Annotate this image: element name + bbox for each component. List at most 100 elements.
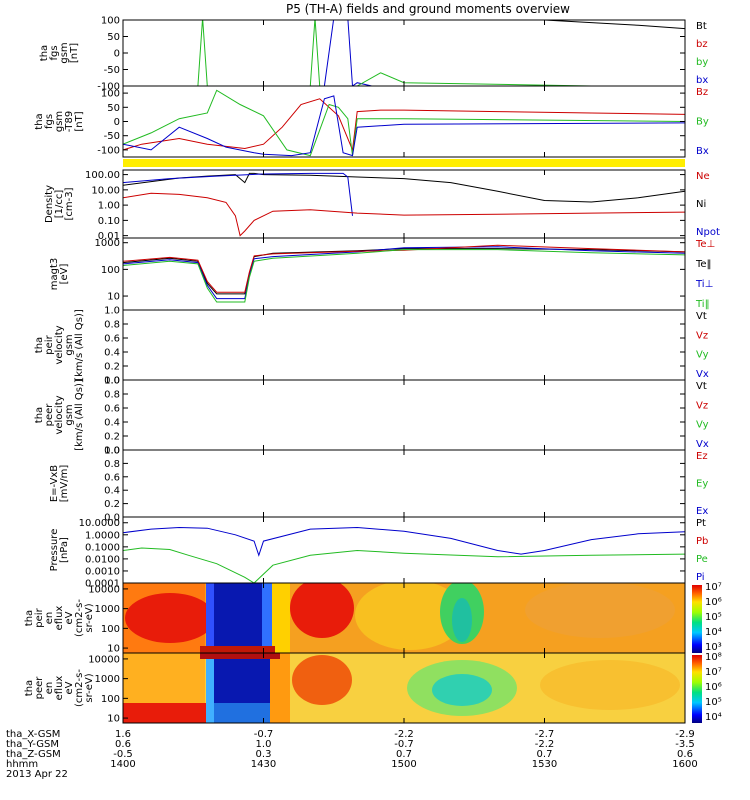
peer_velocity-ytick-label-1: 0.2 <box>104 432 120 443</box>
fgs-series-by <box>123 20 685 86</box>
fgs_enh-ylabel-line-1: fgs <box>44 114 55 129</box>
temperature-ytick-label-0: 10 <box>107 292 120 303</box>
ephem-label-2: tha_Z-GSM <box>6 749 61 760</box>
efield-legend-1: Ey <box>696 479 708 490</box>
ephem-value-4-2: 0.6 <box>677 749 693 760</box>
peir_velocity-legend-0: Vt <box>696 311 707 322</box>
spec2-low-energy-red <box>123 703 223 723</box>
mode-marker-bar <box>123 159 685 167</box>
peer_velocity-legend-2: Vy <box>696 420 709 431</box>
temperature-ylabel-line-1: [eV] <box>59 264 70 285</box>
pressure-ytick-label-5: 10.0000 <box>79 518 120 529</box>
peir_velocity-ylabel-line-2: velocity <box>54 325 65 364</box>
ephem-value-3-1: -2.2 <box>535 739 555 750</box>
peir_velocity-ytick-label-2: 0.4 <box>104 348 120 359</box>
peer-ylabel-line-5: (cm2-s- <box>74 669 85 707</box>
spec1-low-energy-stripe <box>200 646 275 653</box>
peir-ylabel-line-0: tha <box>24 610 35 626</box>
fgs-ytick-label-3: 50 <box>107 32 120 43</box>
fgs_enh-legend-2: Bx <box>696 146 709 157</box>
peir-ylabel-line-5: (cm2-s- <box>74 599 85 637</box>
spec1-colorbar <box>692 585 702 653</box>
density-ytick-label-2: 1.00 <box>98 201 120 212</box>
ephem-value-1-0: -0.7 <box>254 729 274 740</box>
peer_velocity-legend-1: Vz <box>696 400 708 411</box>
peir-ytick-label-2: 1000 <box>95 604 120 615</box>
efield-ylabel-line-1: [mV/m] <box>59 465 70 503</box>
pressure-frame <box>122 516 686 584</box>
spec2-cyan-core <box>432 674 492 706</box>
fgs_enh-series-Bz <box>123 98 685 152</box>
peer-colorbar-label-0: 10⁴ <box>705 712 722 723</box>
ephem-value-1-2: 0.3 <box>256 749 272 760</box>
ephem-value-4-0: -2.9 <box>675 729 695 740</box>
density-frame <box>122 169 686 239</box>
fgs-series-group <box>123 20 685 86</box>
spec1-cold-region <box>214 583 270 653</box>
spec1-transition <box>272 583 290 653</box>
peir-colorbar-label-4: 10⁷ <box>705 582 722 593</box>
peir-ylabel-line-6: sr-eV) <box>84 603 95 632</box>
peir-ytick-label-3: 10000 <box>88 584 120 595</box>
peer_velocity-ytick-label-4: 0.8 <box>104 390 120 401</box>
peir-colorbar-label-3: 10⁶ <box>705 597 722 608</box>
peir-colorbar-label-1: 10⁴ <box>705 627 722 638</box>
ephem-value-4-3: 1600 <box>672 759 697 770</box>
spectrogram-peir <box>122 582 702 654</box>
peir-ylabel-line-4: eV <box>64 611 75 624</box>
peir-colorbar-label-0: 10³ <box>705 642 722 653</box>
spec1-hot-region-1 <box>125 593 215 643</box>
temperature-legend-2: Ti⊥ <box>695 279 713 290</box>
ephem-value-3-2: 0.7 <box>537 749 553 760</box>
peir_velocity-ytick-label-3: 0.6 <box>104 334 120 345</box>
fgs-ytick-label-2: 0 <box>114 49 120 60</box>
peir-colorbar-label-2: 10⁵ <box>705 612 722 623</box>
spec1-cold-edge-2 <box>262 583 272 653</box>
panel-peir_velocity: 0.0 0.2 0.4 0.6 0.8 1.0 tha peir velocity gsm [km/… <box>34 306 709 387</box>
fgs-ylabel-line-2: gsm <box>59 42 70 63</box>
density-legend-1: Ni <box>696 199 706 210</box>
temperature-series-Ti‖ <box>123 249 685 303</box>
density-ylabel-line-2: [cm-3] <box>64 187 75 220</box>
ephem-value-2-1: -0.7 <box>394 739 414 750</box>
ephem-label-4: 2013 Apr 22 <box>6 769 68 780</box>
pressure-legend-0: Pt <box>696 518 706 529</box>
fgs-ylabel-line-3: [nT] <box>69 43 80 63</box>
peer_velocity-ylabel-line-0: tha <box>34 407 45 423</box>
peir_velocity-ytick-label-4: 0.8 <box>104 320 120 331</box>
panel-temperature: 10 100 1000 magt3 [eV] Te⊥ Te‖ Ti⊥ Ti‖ <box>49 237 715 311</box>
fgs_enh-ylabel-line-2: gsm <box>54 111 65 132</box>
efield-legend-2: Ex <box>696 506 708 517</box>
pressure-series-Pi <box>123 526 685 557</box>
fgs-ytick-label-0: -100 <box>97 82 120 93</box>
fgs-legend-0: Bt <box>696 21 707 32</box>
temperature-legend-1: Te‖ <box>695 259 712 270</box>
panel-density: 0.01 0.10 1.00 10.00 100.00 Density [1/cc] [cm-… <box>44 169 720 242</box>
spec2-high-energy-stripe <box>200 653 280 659</box>
spec1-cyan-core <box>452 598 472 642</box>
ephem-value-2-3: 1500 <box>391 759 416 770</box>
temperature-legend-3: Ti‖ <box>695 299 710 310</box>
temperature-series-Te⊥ <box>123 244 685 293</box>
ephem-value-0-0: 1.6 <box>115 729 131 740</box>
pressure-ytick-label-4: 1.0000 <box>85 530 120 541</box>
peer-ytick-label-1: 100 <box>101 694 120 705</box>
fgs_enh-frame <box>122 85 686 158</box>
peir-ylabel-line-2: en <box>44 612 55 625</box>
efield-legend-0: Ez <box>696 451 708 462</box>
pressure-ytick-label-3: 0.1000 <box>85 542 120 553</box>
fgs_enh-ytick-label-1: -50 <box>104 131 120 142</box>
pressure-ytick-label-1: 0.0010 <box>85 566 120 577</box>
efield-frame <box>122 449 686 518</box>
spec2-hot-region <box>292 655 352 705</box>
ephem-value-0-2: -0.5 <box>113 749 133 760</box>
peir-ytick-label-1: 100 <box>101 624 120 635</box>
efield-ytick-label-4: 0.8 <box>104 459 120 470</box>
fgs-series-bx <box>321 20 375 86</box>
spec-axes-peer: 10 100 1000 10000 tha peer en eflux eV (cm2-s-sr-… <box>24 652 722 725</box>
fgs_enh-series-By <box>123 89 685 157</box>
